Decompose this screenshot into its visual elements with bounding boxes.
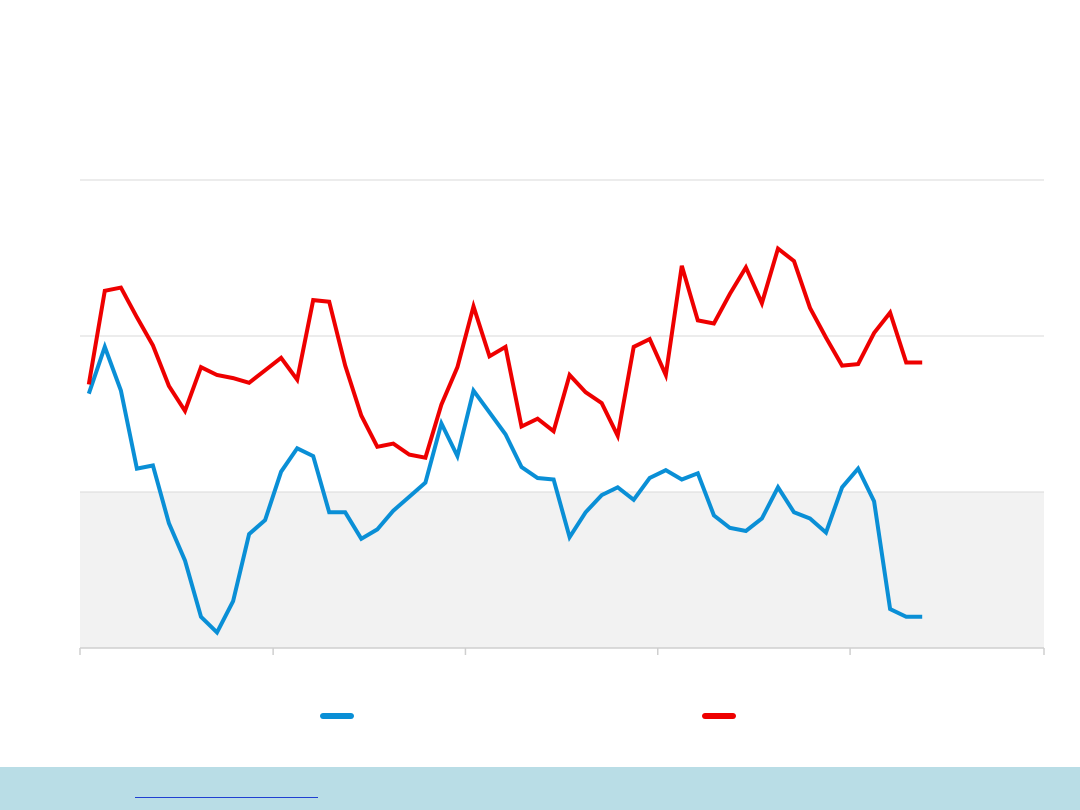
series-line-b: [86, 245, 923, 461]
line-chart: [79, 179, 1045, 655]
source-link[interactable]: [135, 777, 318, 798]
footer-bar: [0, 767, 1080, 810]
legend-swatch-series-a: [320, 713, 354, 719]
series-lines: [86, 245, 923, 636]
x-axis-ticks: [79, 648, 1045, 655]
gridlines: [80, 179, 1044, 493]
series-line-a: [86, 340, 923, 636]
legend-swatch-series-b: [702, 713, 736, 719]
